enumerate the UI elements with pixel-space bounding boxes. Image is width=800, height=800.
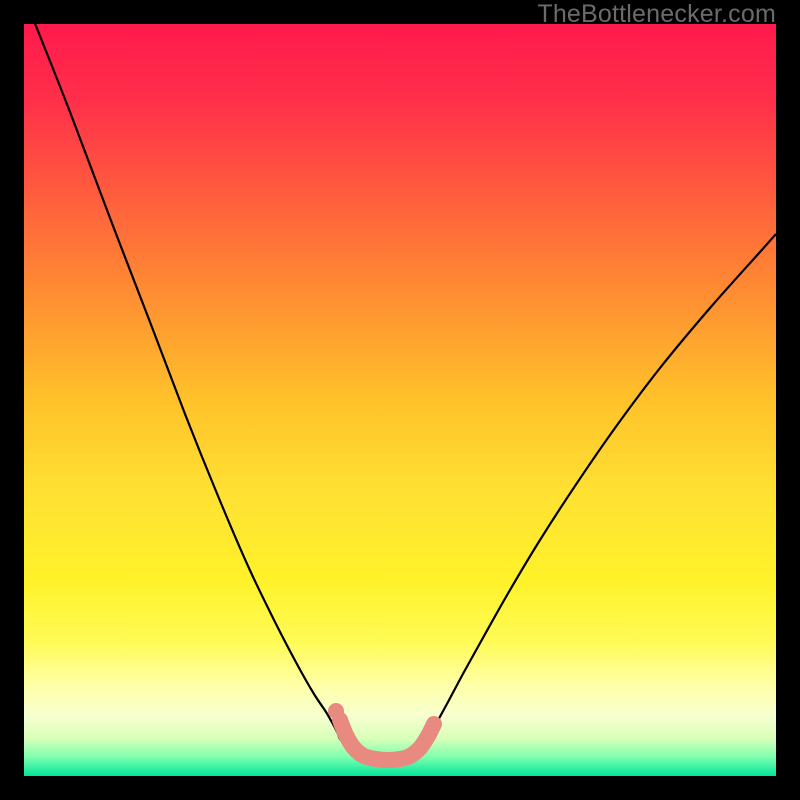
chart-stage: TheBottlenecker.com: [0, 0, 800, 800]
valley-start-dot: [328, 703, 344, 719]
plot-area: [24, 24, 776, 776]
chart-svg: [0, 0, 800, 800]
watermark-text: TheBottlenecker.com: [537, 0, 776, 29]
